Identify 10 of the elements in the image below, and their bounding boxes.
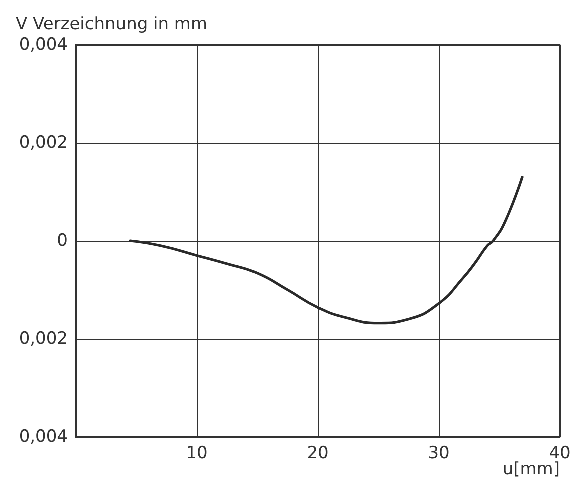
y-axis-title: V Verzeichnung in mm	[16, 14, 208, 34]
y-tick-label: 0,002	[19, 133, 68, 153]
y-tick-label: 0,002	[19, 329, 68, 349]
y-tick-label: 0,004	[19, 35, 68, 55]
y-tick-label: 0,004	[19, 427, 68, 447]
y-tick-label: 0	[57, 231, 68, 251]
x-tick-label: 20	[307, 444, 329, 464]
x-axis-title: u[mm]	[502, 460, 560, 480]
x-tick-label: 30	[428, 444, 450, 464]
x-tick-label: 10	[186, 444, 208, 464]
